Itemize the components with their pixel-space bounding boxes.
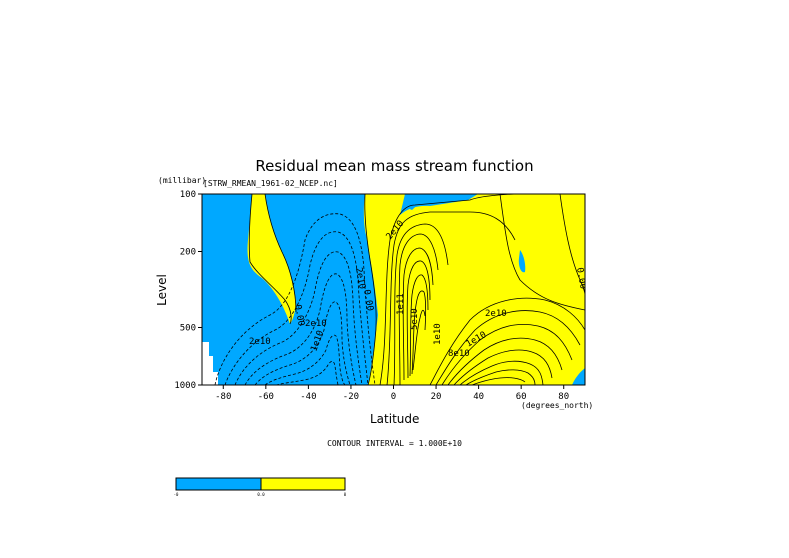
negative-patch-north-upper: [518, 250, 526, 273]
positive-region-southern-upper: [247, 194, 296, 324]
contour-label: 2e10: [485, 309, 507, 319]
contour-label: 0.00: [292, 304, 306, 327]
negative-patch-north-surface: [572, 368, 585, 385]
positive-region-main: [363, 194, 585, 385]
y-tick-label: 200: [180, 247, 196, 257]
contour-label: 1e11: [396, 293, 406, 315]
x-tick-label: -60: [258, 392, 274, 402]
x-tick-label: 80: [558, 392, 569, 402]
contour-label: 0.00: [574, 267, 588, 290]
colorbar-label: -0: [174, 492, 179, 497]
colorbar-label: 0: [344, 492, 347, 497]
x-tick-label: 0: [391, 392, 396, 402]
contour-label: 2e10: [249, 337, 271, 347]
colorbar-positive-swatch: [261, 478, 345, 490]
file-label: [STRW_RMEAN_1961-02_NCEP.nc]: [203, 179, 338, 188]
contour-label: 2e10: [353, 267, 367, 290]
positive-contours: [379, 194, 585, 385]
colorbar-label: 0.0: [257, 492, 265, 497]
x-tick-label: -40: [300, 392, 316, 402]
x-tick-label: 20: [431, 392, 442, 402]
contour-label: 5e10: [410, 308, 420, 330]
contour-label: 0.00: [361, 289, 375, 312]
negative-patch-top-center: [404, 194, 440, 210]
chart-title: Residual mean mass stream function: [255, 157, 534, 175]
negative-contours: [214, 213, 376, 385]
missing-data-region: [202, 342, 218, 385]
y-axis-units: (millibar): [158, 176, 207, 185]
contour-label: 8e10: [448, 349, 470, 359]
y-tick-label: 100: [180, 190, 196, 200]
colorbar: -0 0.0 0: [174, 477, 347, 497]
y-axis: 100 200 500 1000: [174, 190, 202, 391]
x-axis: -80 -60 -40 -20 0 20 40 60 80: [215, 385, 569, 402]
x-axis-label: Latitude: [370, 412, 420, 426]
x-tick-label: -20: [343, 392, 359, 402]
zero-contours: [248, 194, 377, 385]
contour-label: 2e10: [305, 319, 327, 329]
x-axis-units: (degrees_north): [521, 401, 594, 410]
x-tick-label: 60: [516, 392, 527, 402]
y-tick-label: 1000: [174, 381, 196, 391]
x-tick-label: -80: [215, 392, 231, 402]
y-tick-label: 500: [180, 324, 196, 334]
x-tick-label: 40: [473, 392, 484, 402]
colorbar-negative-swatch: [176, 478, 261, 490]
contour-interval-text: CONTOUR INTERVAL = 1.000E+10: [327, 439, 462, 448]
contour-label: 1e10: [433, 323, 443, 345]
